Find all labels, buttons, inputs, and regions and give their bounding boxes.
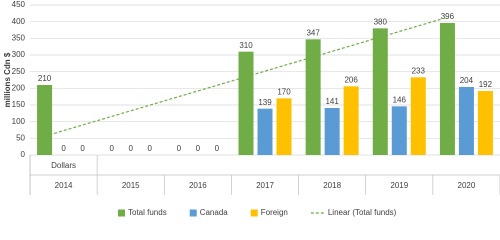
x-tick-label: 2017 <box>256 181 274 190</box>
data-label: 146 <box>393 95 407 104</box>
bar <box>439 23 455 155</box>
trend-line <box>44 16 448 137</box>
data-label: 0 <box>215 144 220 153</box>
y-tick-label: 200 <box>12 83 26 92</box>
data-label: 170 <box>277 87 291 96</box>
data-label: 204 <box>460 76 474 85</box>
bar <box>305 39 321 156</box>
data-label: 0 <box>177 144 182 153</box>
data-label: 139 <box>258 98 272 107</box>
data-label: 0 <box>109 144 114 153</box>
data-label: 0 <box>196 144 201 153</box>
y-tick-label: 50 <box>16 133 25 142</box>
x-tick-label: 2020 <box>458 181 476 190</box>
data-label: 210 <box>38 74 52 83</box>
legend-label: Total funds <box>128 208 167 217</box>
x-tick-label: 2016 <box>189 181 207 190</box>
data-label: 396 <box>441 12 455 21</box>
data-label: 0 <box>147 144 152 153</box>
data-label: 192 <box>479 80 493 89</box>
y-tick-label: 150 <box>12 100 26 109</box>
bar <box>238 51 254 155</box>
y-tick-label: 450 <box>12 0 26 9</box>
data-label: 310 <box>239 41 253 50</box>
y-axis-label: millions Cdn $ <box>3 52 12 107</box>
bar <box>37 85 53 155</box>
data-label: 347 <box>306 28 320 37</box>
x-tick-label: 2015 <box>122 181 140 190</box>
legend-swatch <box>250 209 258 217</box>
y-tick-label: 0 <box>21 150 26 159</box>
legend-swatch <box>118 209 125 217</box>
data-label: 0 <box>61 144 66 153</box>
legend-label: Linear (Total funds) <box>328 208 397 217</box>
y-tick-label: 300 <box>12 50 26 59</box>
y-tick-label: 250 <box>12 67 26 76</box>
y-tick-label: 400 <box>12 17 26 26</box>
y-tick-label: 350 <box>12 33 26 42</box>
legend-swatch <box>189 209 197 217</box>
bar <box>257 108 273 155</box>
x-group-label: Dollars <box>51 161 76 170</box>
legend-label: Foreign <box>261 208 288 217</box>
bar <box>372 28 388 155</box>
data-label: 0 <box>80 144 85 153</box>
bar <box>477 91 493 155</box>
bar <box>343 86 359 155</box>
bar <box>391 106 407 155</box>
bar <box>324 108 340 155</box>
x-tick-label: 2014 <box>55 181 73 190</box>
chart: millions Cdn $ 0 50 100 150 200 250 300 350 400 4… <box>3 0 500 217</box>
bar <box>458 87 474 155</box>
legend-label: Canada <box>200 208 229 217</box>
x-tick-label: 2018 <box>323 181 341 190</box>
data-label: 206 <box>344 75 358 84</box>
x-tick-label: 2019 <box>390 181 408 190</box>
bar <box>276 98 292 155</box>
data-label: 380 <box>374 17 388 26</box>
data-label: 0 <box>128 144 133 153</box>
y-tick-label: 100 <box>12 117 26 126</box>
data-label: 141 <box>325 97 339 106</box>
data-label: 233 <box>412 66 426 75</box>
bar <box>410 77 426 155</box>
